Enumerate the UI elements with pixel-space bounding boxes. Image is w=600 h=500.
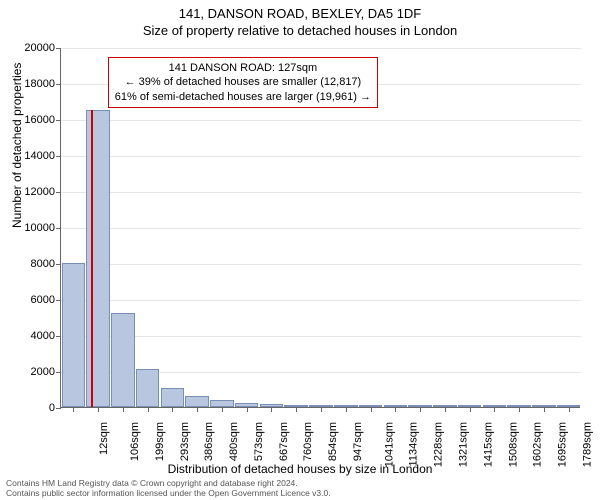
xtick-mark <box>321 407 322 412</box>
ytick-mark <box>56 228 61 229</box>
xtick-mark <box>222 407 223 412</box>
ytick-label: 4000 <box>31 330 55 342</box>
xtick-label: 760sqm <box>303 422 315 461</box>
xtick-label: 1789sqm <box>581 422 593 467</box>
ytick-label: 12000 <box>24 186 55 198</box>
xtick-mark <box>494 407 495 412</box>
xtick-label: 947sqm <box>352 422 364 461</box>
annotation-box: 141 DANSON ROAD: 127sqm← 39% of detached… <box>108 57 378 108</box>
chart-area: 0200040006000800010000120001400016000180… <box>60 48 580 408</box>
footer: Contains HM Land Registry data © Crown c… <box>6 478 331 498</box>
xtick-mark <box>197 407 198 412</box>
gridline <box>61 300 581 301</box>
xtick-mark <box>271 407 272 412</box>
xtick-label: 1415sqm <box>482 422 494 467</box>
footer-line2: Contains public sector information licen… <box>6 488 331 498</box>
ytick-mark <box>56 264 61 265</box>
xtick-mark <box>346 407 347 412</box>
ytick-label: 16000 <box>24 114 55 126</box>
xtick-mark <box>470 407 471 412</box>
gridline <box>61 228 581 229</box>
marker-line <box>91 110 93 407</box>
xtick-label: 199sqm <box>154 422 166 461</box>
xtick-mark <box>296 407 297 412</box>
bar <box>185 396 209 407</box>
plot-area: 0200040006000800010000120001400016000180… <box>60 48 580 408</box>
annotation-line1: 141 DANSON ROAD: 127sqm <box>115 61 371 75</box>
xtick-label: 1041sqm <box>383 422 395 467</box>
xtick-label: 293sqm <box>179 422 191 461</box>
xtick-mark <box>73 407 74 412</box>
gridline <box>61 156 581 157</box>
xtick-label: 1228sqm <box>433 422 445 467</box>
xtick-mark <box>98 407 99 412</box>
ytick-mark <box>56 84 61 85</box>
gridline <box>61 120 581 121</box>
title-main: 141, DANSON ROAD, BEXLEY, DA5 1DF <box>0 0 600 21</box>
gridline <box>61 264 581 265</box>
ytick-mark <box>56 156 61 157</box>
ytick-mark <box>56 48 61 49</box>
bar <box>111 313 135 407</box>
ytick-label: 14000 <box>24 150 55 162</box>
xtick-label: 854sqm <box>327 422 339 461</box>
xtick-label: 386sqm <box>204 422 216 461</box>
xtick-mark <box>172 407 173 412</box>
ytick-mark <box>56 372 61 373</box>
ytick-mark <box>56 336 61 337</box>
ytick-label: 6000 <box>31 294 55 306</box>
annotation-line2: ← 39% of detached houses are smaller (12… <box>115 75 371 89</box>
chart-container: 141, DANSON ROAD, BEXLEY, DA5 1DF Size o… <box>0 0 600 500</box>
xtick-label: 12sqm <box>98 422 110 455</box>
ytick-mark <box>56 408 61 409</box>
y-axis-label: Number of detached properties <box>10 63 24 228</box>
bar <box>210 400 234 407</box>
x-axis-label: Distribution of detached houses by size … <box>0 462 600 476</box>
footer-line1: Contains HM Land Registry data © Crown c… <box>6 478 331 488</box>
ytick-label: 2000 <box>31 366 55 378</box>
xtick-mark <box>123 407 124 412</box>
xtick-mark <box>569 407 570 412</box>
ytick-label: 0 <box>49 402 55 414</box>
xtick-label: 1695sqm <box>556 422 568 467</box>
title-sub: Size of property relative to detached ho… <box>0 21 600 38</box>
gridline <box>61 48 581 49</box>
annotation-line3: 61% of semi-detached houses are larger (… <box>115 90 371 104</box>
xtick-label: 480sqm <box>228 422 240 461</box>
gridline <box>61 336 581 337</box>
xtick-label: 106sqm <box>129 422 141 461</box>
xtick-label: 1321sqm <box>457 422 469 467</box>
gridline <box>61 192 581 193</box>
xtick-mark <box>148 407 149 412</box>
bar <box>62 263 86 407</box>
ytick-mark <box>56 120 61 121</box>
xtick-mark <box>544 407 545 412</box>
xtick-mark <box>395 407 396 412</box>
bar <box>136 369 160 407</box>
bar <box>86 110 110 407</box>
xtick-mark <box>247 407 248 412</box>
ytick-mark <box>56 300 61 301</box>
xtick-mark <box>371 407 372 412</box>
ytick-mark <box>56 192 61 193</box>
ytick-label: 18000 <box>24 78 55 90</box>
xtick-label: 573sqm <box>253 422 265 461</box>
xtick-mark <box>445 407 446 412</box>
xtick-label: 667sqm <box>278 422 290 461</box>
xtick-mark <box>420 407 421 412</box>
xtick-label: 1134sqm <box>407 422 419 466</box>
ytick-label: 8000 <box>31 258 55 270</box>
xtick-label: 1602sqm <box>532 422 544 467</box>
ytick-label: 10000 <box>24 222 55 234</box>
xtick-mark <box>519 407 520 412</box>
xtick-label: 1508sqm <box>507 422 519 467</box>
ytick-label: 20000 <box>24 42 55 54</box>
bar <box>161 388 185 407</box>
